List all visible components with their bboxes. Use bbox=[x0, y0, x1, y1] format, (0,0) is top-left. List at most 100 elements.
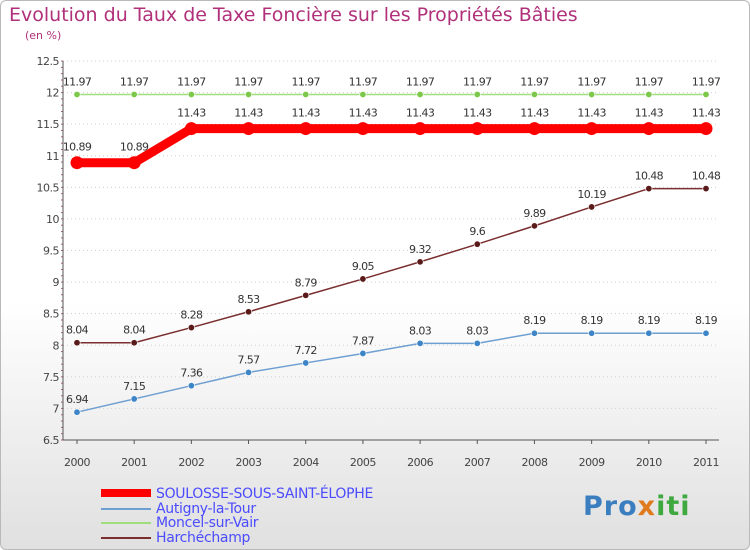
data-point bbox=[359, 275, 367, 283]
data-label: 8.19 bbox=[581, 314, 604, 327]
data-point bbox=[245, 90, 253, 98]
data-point bbox=[530, 329, 538, 337]
data-label: 8.53 bbox=[237, 293, 260, 306]
x-tick-label: 2003 bbox=[236, 456, 262, 469]
data-label: 11.43 bbox=[463, 107, 492, 120]
data-label: 11.97 bbox=[520, 75, 549, 88]
x-tick-label: 2008 bbox=[521, 456, 547, 469]
data-point bbox=[302, 359, 310, 367]
y-tick-label: 6.5 bbox=[43, 434, 59, 447]
data-point bbox=[642, 122, 656, 136]
data-point bbox=[130, 395, 138, 403]
data-label: 8.19 bbox=[638, 314, 661, 327]
y-tick-label: 10 bbox=[46, 213, 59, 226]
x-tick-label: 2010 bbox=[636, 456, 662, 469]
legend-label: Moncel-sur-Vair bbox=[156, 515, 259, 531]
data-point bbox=[585, 122, 599, 136]
legend-label: Harchéchamp bbox=[156, 529, 251, 546]
data-point bbox=[530, 90, 538, 98]
series-line bbox=[76, 187, 707, 344]
data-label: 9.6 bbox=[469, 225, 485, 238]
logo-part: Pro bbox=[583, 491, 638, 522]
data-point bbox=[245, 368, 253, 376]
axes: 6.5 7 7.5 8 8.5 9 9.5 10 10.5 11 11.5 12 12.5 2000 200… bbox=[37, 55, 720, 469]
data-point bbox=[645, 90, 653, 98]
data-label: 11.43 bbox=[234, 107, 263, 120]
data-point bbox=[130, 90, 138, 98]
data-label: 10.89 bbox=[120, 141, 149, 154]
y-tick-label: 9.5 bbox=[43, 245, 59, 258]
data-point bbox=[245, 308, 253, 316]
x-tick-label: 2005 bbox=[350, 456, 376, 469]
data-point bbox=[416, 339, 424, 347]
y-tick-label: 11.5 bbox=[37, 118, 60, 131]
data-label: 10.48 bbox=[635, 170, 664, 183]
data-point bbox=[302, 90, 310, 98]
x-tick-label: 2000 bbox=[64, 456, 90, 469]
data-label: 11.97 bbox=[577, 75, 606, 88]
data-point bbox=[645, 329, 653, 337]
data-label: 11.97 bbox=[63, 75, 92, 88]
data-point bbox=[299, 122, 313, 136]
data-label: 11.43 bbox=[520, 107, 549, 120]
data-point bbox=[530, 222, 538, 230]
data-label: 10.89 bbox=[63, 141, 92, 154]
x-tick-label: 2006 bbox=[407, 456, 433, 469]
data-label: 11.97 bbox=[120, 75, 149, 88]
data-point bbox=[127, 156, 141, 170]
data-label: 9.32 bbox=[409, 243, 431, 256]
legend-swatch-autigny bbox=[101, 507, 151, 510]
data-label: 11.97 bbox=[291, 75, 320, 88]
data-label: 7.15 bbox=[123, 380, 146, 393]
data-label: 9.05 bbox=[352, 260, 375, 273]
data-point bbox=[73, 90, 81, 98]
data-label: 7.87 bbox=[352, 334, 375, 347]
y-tick-label: 8 bbox=[53, 339, 60, 352]
y-tick-label: 11 bbox=[46, 150, 59, 163]
data-label: 7.36 bbox=[180, 367, 203, 380]
data-point bbox=[588, 203, 596, 211]
y-tick-label: 12.5 bbox=[37, 55, 60, 68]
data-point bbox=[473, 240, 481, 248]
x-tick-label: 2011 bbox=[693, 456, 719, 469]
data-label: 11.97 bbox=[177, 75, 206, 88]
x-tick-label: 2002 bbox=[178, 456, 204, 469]
y-tick-label: 9 bbox=[53, 276, 60, 289]
data-label: 8.19 bbox=[523, 314, 546, 327]
chart-title: Evolution du Taux de Taxe Foncière sur l… bbox=[9, 4, 578, 26]
data-label: 10.48 bbox=[692, 170, 721, 183]
data-point bbox=[470, 122, 484, 136]
legend-swatch-harchechamp bbox=[101, 536, 151, 539]
legend-label: SOULOSSE-SOUS-SAINT-ÉLOPHE bbox=[156, 486, 374, 502]
data-label: 11.97 bbox=[234, 75, 263, 88]
data-label: 11.43 bbox=[635, 107, 664, 120]
data-label: 8.03 bbox=[466, 324, 489, 337]
data-point bbox=[359, 90, 367, 98]
legend-label: Autigny-la-Tour bbox=[156, 500, 256, 517]
data-point bbox=[184, 122, 198, 136]
data-label: 8.79 bbox=[295, 276, 318, 289]
y-tick-label: 8.5 bbox=[43, 308, 59, 321]
data-point bbox=[187, 382, 195, 390]
data-point bbox=[416, 90, 424, 98]
data-label: 11.97 bbox=[635, 75, 664, 88]
data-point bbox=[187, 324, 195, 332]
data-label: 6.94 bbox=[66, 393, 89, 406]
data-label: 8.04 bbox=[66, 324, 89, 337]
y-tick-label: 10.5 bbox=[37, 181, 60, 194]
data-point bbox=[130, 339, 138, 347]
data-point bbox=[73, 408, 81, 416]
data-point bbox=[187, 90, 195, 98]
data-label: 11.43 bbox=[577, 107, 606, 120]
y-tick-label: 7 bbox=[53, 402, 60, 415]
data-label: 9.89 bbox=[523, 207, 546, 220]
data-label: 8.03 bbox=[409, 324, 432, 337]
data-point bbox=[702, 90, 710, 98]
data-point bbox=[473, 339, 481, 347]
y-tick-label: 7.5 bbox=[43, 371, 59, 384]
data-point bbox=[699, 122, 713, 136]
data-point bbox=[302, 291, 310, 299]
data-label: 11.43 bbox=[692, 107, 721, 120]
proxiti-logo: Proxiti bbox=[583, 491, 691, 522]
